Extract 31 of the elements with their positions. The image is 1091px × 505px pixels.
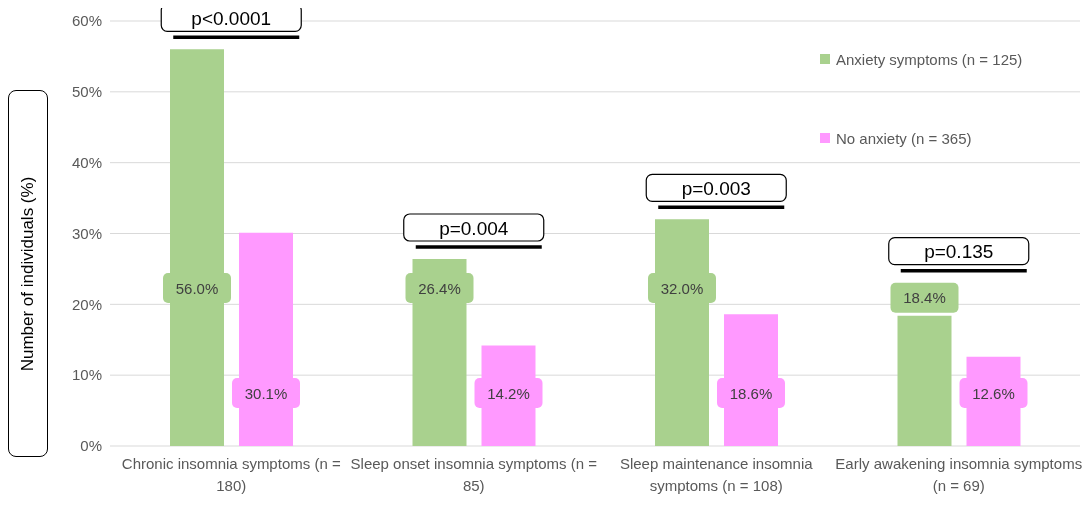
ylabel-frame: Number of individuals (%) [8,90,48,457]
significance-bracket: p=0.003 [645,173,787,210]
data-label: 56.0% [175,279,219,297]
data-label: 32.0% [660,279,704,297]
y-tick-label: 30% [71,224,102,242]
y-tick-label: 10% [71,366,102,384]
data-label: 26.4% [418,279,461,297]
data-label: 12.6% [972,384,1015,402]
data-label: 14.2% [487,384,530,402]
x-tick-label: Early awakening insomnia symptoms (n = 69) [835,454,1083,494]
annotation: p=0.004 [439,217,509,239]
annotation: p<0.0001 [191,7,272,29]
y-tick-label: 40% [71,153,102,171]
y-tick-label: 50% [71,83,102,101]
significance-bracket: p=0.004 [403,213,545,249]
legend-label: No anxiety (n = 365) [836,129,972,147]
y-axis-title: Number of individuals (%) [18,176,38,371]
legend-label: Anxiety symptoms (n = 125) [836,50,1023,68]
data-label: 18.6% [729,384,773,402]
y-tick-label: 60% [71,12,102,30]
significance-bracket: p<0.0001 [160,8,302,40]
annotation: p=0.003 [681,177,751,199]
x-tick-label: Chronic insomnia symptoms (n = 180) [121,454,341,494]
data-label: 18.4% [903,289,946,307]
significance-bracket: p=0.135 [888,237,1030,273]
y-tick-label: 20% [71,295,102,313]
annotation: p=0.135 [924,241,994,263]
y-tick-label: 0% [80,437,102,455]
data-label: 30.1% [244,384,288,402]
x-tick-label: Sleep onset insomnia symptoms (n = 85) [350,454,598,494]
x-tick-label: Sleep maintenance insomnia symptoms (n = 108) [619,454,814,494]
